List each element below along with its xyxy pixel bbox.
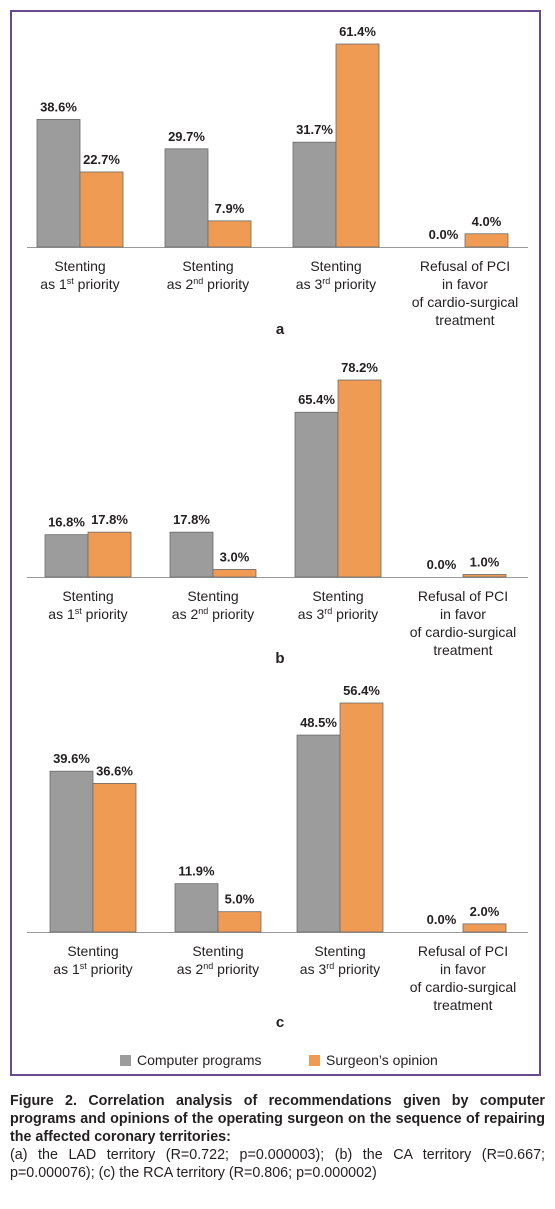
category-label-c-3-line-1: Stenting bbox=[314, 943, 365, 959]
category-label-c-4-line-3: of cardio-surgical bbox=[410, 979, 517, 995]
legend-swatch-surgeon bbox=[309, 1054, 320, 1066]
data-label-b-surgeon-4: 1.0% bbox=[470, 554, 500, 569]
data-label-c-computer-3: 48.5% bbox=[300, 715, 337, 730]
bar-c-computer-1 bbox=[49, 770, 94, 933]
caption-body: (a) the LAD territory (R=0.722; p=0.0000… bbox=[10, 1147, 545, 1181]
bar-b-surgeon-4 bbox=[462, 574, 507, 578]
caption-title: Figure 2. Correlation analysis of recomm… bbox=[10, 1093, 545, 1145]
figure-caption: Figure 2. Correlation analysis of recomm… bbox=[10, 1092, 545, 1182]
bar-c-surgeon-2 bbox=[217, 911, 262, 933]
data-label-a-computer-3: 31.7% bbox=[296, 122, 333, 137]
bar-a-surgeon-3 bbox=[335, 43, 380, 248]
category-label-a-4-line-4: treatment bbox=[435, 312, 494, 328]
charts-area: 38.6% 22.7% Stenting as 1st priority 29.7% 7.… bbox=[27, 24, 528, 1031]
category-label-b-3-line-2: as 3rd priority bbox=[298, 606, 378, 622]
panel-letter-b: b bbox=[275, 650, 284, 667]
bar-a-surgeon-1 bbox=[79, 171, 124, 248]
category-label-c-3-line-2: as 3rd priority bbox=[300, 961, 380, 977]
data-label-c-computer-4: 0.0% bbox=[427, 912, 457, 927]
data-label-b-computer-4: 0.0% bbox=[427, 557, 457, 572]
bar-c-surgeon-4 bbox=[462, 923, 507, 933]
data-label-b-surgeon-2: 3.0% bbox=[220, 549, 250, 564]
legend-surgeon: Surgeon’s opinion bbox=[309, 1051, 438, 1069]
bar-a-surgeon-2 bbox=[207, 220, 252, 248]
data-label-c-computer-2: 11.9% bbox=[178, 864, 215, 879]
bar-c-surgeon-1 bbox=[92, 782, 137, 933]
bar-c-surgeon-3 bbox=[339, 702, 384, 933]
data-label-c-surgeon-2: 5.0% bbox=[225, 892, 255, 907]
category-label-a-3-line-1: Stenting bbox=[310, 258, 361, 274]
bar-c-computer-2 bbox=[174, 883, 219, 933]
data-label-a-surgeon-3: 61.4% bbox=[339, 24, 376, 39]
data-label-b-computer-1: 16.8% bbox=[48, 515, 85, 530]
data-label-a-computer-4: 0.0% bbox=[429, 227, 459, 242]
bar-a-computer-1 bbox=[36, 118, 81, 248]
data-label-a-surgeon-2: 7.9% bbox=[215, 201, 245, 216]
data-label-b-computer-2: 17.8% bbox=[173, 512, 210, 527]
bar-b-computer-1 bbox=[44, 534, 89, 578]
data-label-b-surgeon-3: 78.2% bbox=[341, 360, 378, 375]
bar-c-computer-3 bbox=[296, 734, 341, 933]
data-label-c-computer-1: 39.6% bbox=[53, 751, 90, 766]
bar-a-computer-3 bbox=[292, 141, 337, 248]
category-label-b-4-line-4: treatment bbox=[433, 642, 492, 658]
category-label-c-4-line-1: Refusal of PCI bbox=[418, 943, 508, 959]
data-label-b-computer-3: 65.4% bbox=[298, 392, 335, 407]
data-label-c-surgeon-4: 2.0% bbox=[470, 904, 500, 919]
category-label-c-2-line-2: as 2nd priority bbox=[177, 961, 259, 977]
data-label-a-surgeon-4: 4.0% bbox=[472, 214, 502, 229]
bar-a-surgeon-4 bbox=[464, 233, 509, 248]
category-label-b-1-line-1: Stenting bbox=[62, 588, 113, 604]
bar-b-surgeon-2 bbox=[212, 569, 257, 578]
category-label-b-4-line-2: in favor bbox=[440, 606, 486, 622]
data-label-c-surgeon-1: 36.6% bbox=[96, 763, 133, 778]
bar-b-computer-2 bbox=[169, 531, 214, 578]
category-label-a-4-line-1: Refusal of PCI bbox=[420, 258, 510, 274]
category-label-a-2-line-1: Stenting bbox=[182, 258, 233, 274]
category-label-b-4-line-1: Refusal of PCI bbox=[418, 588, 508, 604]
data-label-a-surgeon-1: 22.7% bbox=[83, 152, 120, 167]
category-label-b-1-line-2: as 1st priority bbox=[48, 606, 127, 622]
category-label-a-4-line-2: in favor bbox=[442, 276, 488, 292]
category-label-c-4-line-4: treatment bbox=[433, 997, 492, 1013]
legend-swatch-computer bbox=[120, 1054, 131, 1066]
category-label-b-3-line-1: Stenting bbox=[312, 588, 363, 604]
category-label-b-2-line-2: as 2nd priority bbox=[172, 606, 254, 622]
data-label-a-computer-1: 38.6% bbox=[40, 99, 77, 114]
category-label-c-2-line-1: Stenting bbox=[192, 943, 243, 959]
category-label-a-2-line-2: as 2nd priority bbox=[167, 276, 249, 292]
bar-b-surgeon-1 bbox=[87, 531, 132, 578]
category-label-a-1-line-2: as 1st priority bbox=[40, 276, 119, 292]
bar-a-computer-2 bbox=[164, 148, 209, 248]
data-label-c-surgeon-3: 56.4% bbox=[343, 683, 380, 698]
category-label-b-4-line-3: of cardio-surgical bbox=[410, 624, 517, 640]
legend-label-surgeon: Surgeon’s opinion bbox=[326, 1052, 438, 1068]
category-label-a-3-line-2: as 3rd priority bbox=[296, 276, 376, 292]
bar-b-surgeon-3 bbox=[337, 379, 382, 578]
legend-computer: Computer programs bbox=[120, 1051, 262, 1069]
category-label-c-1-line-2: as 1st priority bbox=[53, 961, 132, 977]
panel-letter-a: a bbox=[276, 321, 285, 338]
category-label-c-4-line-2: in favor bbox=[440, 961, 486, 977]
data-label-a-computer-2: 29.7% bbox=[168, 129, 205, 144]
category-label-a-1-line-1: Stenting bbox=[54, 258, 105, 274]
data-label-b-surgeon-1: 17.8% bbox=[91, 512, 128, 527]
category-label-c-1-line-1: Stenting bbox=[67, 943, 118, 959]
legend-label-computer: Computer programs bbox=[137, 1052, 262, 1068]
category-label-a-4-line-3: of cardio-surgical bbox=[412, 294, 519, 310]
panel-letter-c: c bbox=[276, 1014, 284, 1031]
bar-b-computer-3 bbox=[294, 411, 339, 578]
category-label-b-2-line-1: Stenting bbox=[187, 588, 238, 604]
